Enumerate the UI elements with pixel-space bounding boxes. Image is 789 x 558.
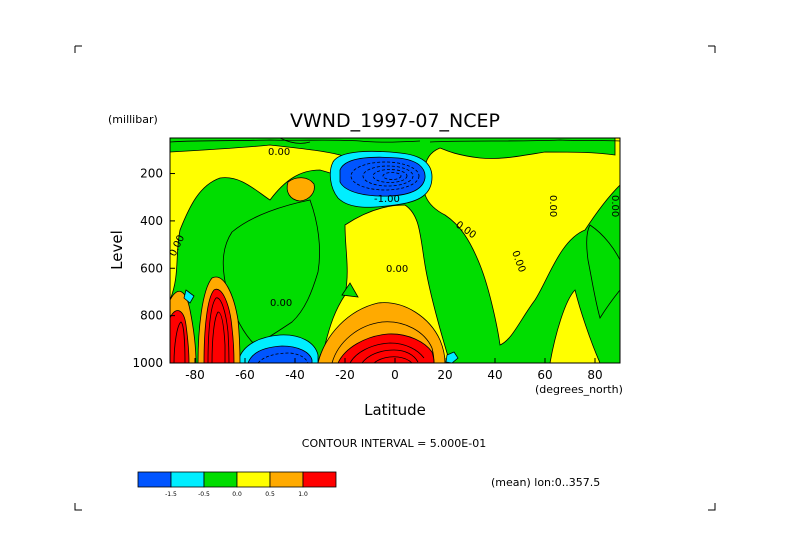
colorbar-swatch-5 (302, 471, 337, 488)
y-tick-label-2: 600 (140, 261, 163, 275)
corner-mark-top-right (708, 45, 716, 53)
colorbar-swatch-0 (137, 471, 172, 488)
red-core-lower (337, 333, 435, 363)
green-region-small (341, 282, 359, 298)
colorbar-label-0: -1.5 (165, 491, 177, 498)
contour-field (170, 138, 620, 363)
y-axis: 200 400 600 800 1000 (132, 167, 175, 370)
x-tick-label-5: 20 (437, 368, 452, 382)
corner-mark-top-left (74, 45, 82, 53)
x-tick-label-6: 40 (487, 368, 502, 382)
y-units-label: (millibar) (108, 113, 158, 126)
x-tick-label-4: 0 (391, 368, 399, 382)
x-axis-label: Latitude (364, 401, 426, 419)
contour-label-2: 0.00 (270, 298, 292, 309)
orange-patch-upper (286, 177, 315, 202)
corner-mark-bottom-left (74, 503, 82, 511)
contour-interval-label: CONTOUR INTERVAL = 5.000E-01 (302, 437, 486, 450)
blue-core-upper (339, 156, 426, 197)
contour-label-6: 0.00 (547, 195, 558, 217)
cyan-speck-left (183, 289, 195, 304)
contour-label-7: 0.00 (609, 195, 620, 217)
y-tick-label-1: 400 (140, 214, 163, 228)
x-tick-label-2: -40 (285, 368, 305, 382)
x-tick-label-8: 80 (587, 368, 602, 382)
x-tick-label-0: -80 (185, 368, 205, 382)
corner-mark-bottom-right (708, 503, 716, 511)
contour-label-3: 0.00 (386, 264, 408, 275)
chart-title: VWND_1997-07_NCEP (290, 110, 500, 132)
colorbar-label-4: 1.0 (298, 491, 308, 498)
footnote-label: (mean) lon:0..357.5 (491, 476, 600, 489)
x-tick-label-7: 60 (537, 368, 552, 382)
cyan-speck-right (445, 351, 459, 363)
y-tick-label-3: 800 (140, 309, 163, 323)
colorbar-swatch-3 (236, 471, 271, 488)
x-axis: -80 -60 -40 -20 0 20 40 60 80 (185, 358, 603, 382)
colorbar-label-2: 0.0 (232, 491, 242, 498)
colorbar-swatch-4 (269, 471, 304, 488)
y-axis-label: Level (108, 230, 126, 270)
x-tick-label-1: -60 (235, 368, 255, 382)
x-tick-label-3: -20 (335, 368, 355, 382)
colorbar-label-1: -0.5 (198, 491, 210, 498)
corner-marks (74, 45, 716, 511)
green-region-east (586, 224, 620, 319)
contour-label-0: 0.00 (268, 147, 290, 158)
colorbar-swatch-1 (170, 471, 205, 488)
colorbar: -1.5 -0.5 0.0 0.5 1.0 (137, 471, 337, 498)
y-tick-label-0: 200 (140, 167, 163, 181)
x-units-label: (degrees_north) (535, 383, 623, 396)
blue-lobe-lower-left (247, 345, 313, 363)
contour-label-1: -1.00 (374, 194, 400, 205)
colorbar-swatch-2 (203, 471, 238, 488)
red-column-left (203, 288, 235, 363)
colorbar-label-3: 0.5 (265, 491, 275, 498)
y-tick-label-4: 1000 (132, 356, 163, 370)
